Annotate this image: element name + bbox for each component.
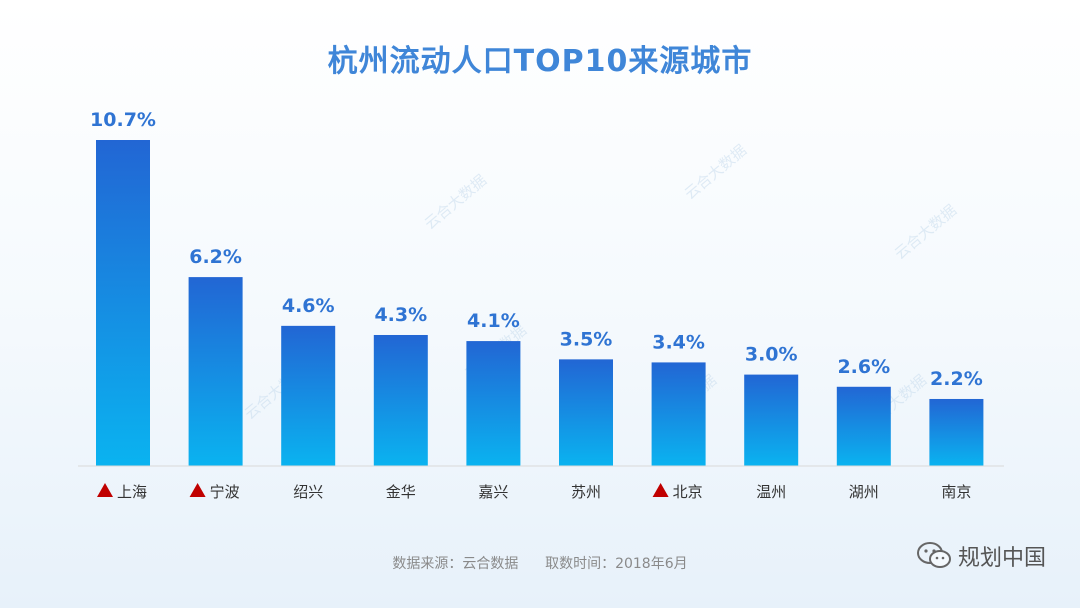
category-label-8: 温州 [756, 483, 786, 501]
category-label-1: 上海 [117, 483, 147, 501]
watermark-text-1: 云合大数据 [421, 171, 490, 233]
category-label-7: 北京 [673, 483, 703, 501]
bar-chart: 云合大数据云合大数据云合大数据云合大数据云合大数据云合大数据云合大数据 10.7… [78, 109, 1004, 501]
bar-8 [744, 374, 799, 466]
bar-6 [559, 359, 613, 466]
value-label-2: 6.2% [189, 246, 242, 268]
bars-group [96, 140, 984, 466]
triangle-marker-icon [652, 483, 669, 497]
value-label-9: 2.6% [837, 356, 890, 378]
value-label-3: 4.6% [282, 295, 335, 317]
bar-9 [836, 386, 891, 466]
value-label-8: 3.0% [745, 344, 798, 366]
category-label-4: 金华 [386, 483, 416, 501]
value-label-1: 10.7% [90, 109, 156, 131]
bar-4 [373, 334, 428, 466]
chart-title: 杭州流动人口TOP10来源城市 [327, 44, 753, 79]
triangle-marker-icon [97, 483, 113, 497]
category-label-10: 南京 [941, 483, 971, 501]
brand-name: 规划中国 [957, 546, 1046, 571]
bar-3 [281, 325, 336, 466]
category-label-5: 嘉兴 [478, 483, 508, 501]
category-label-9: 湖州 [849, 483, 879, 501]
category-label-2: 宁波 [210, 483, 240, 501]
value-label-4: 4.3% [374, 304, 427, 326]
source-note: 数据来源：云合数据 取数时间：2018年6月 [392, 556, 688, 572]
value-label-6: 3.5% [560, 328, 613, 350]
brand-logo: 规划中国 [916, 540, 1046, 572]
watermark-text-3: 云合大数据 [891, 201, 960, 263]
bar-2 [188, 277, 243, 466]
bar-5 [466, 341, 521, 466]
watermark-text-2: 云合大数据 [681, 141, 750, 203]
category-label-6: 苏州 [571, 483, 601, 501]
bar-10 [929, 398, 984, 466]
category-label-3: 绍兴 [293, 483, 323, 501]
wechat-icon [916, 542, 951, 568]
bar-1 [96, 140, 150, 466]
triangle-marker-icon [189, 483, 206, 497]
value-label-7: 3.4% [652, 331, 705, 353]
value-label-10: 2.2% [930, 368, 983, 390]
labels-group: 10.7% 上海 6.2% 宁波 4.6% 绍兴 4.3% 金华 4.1% 嘉兴 3.5% 苏州 3.4… [90, 109, 983, 501]
value-label-5: 4.1% [467, 310, 520, 332]
bar-7 [651, 362, 706, 466]
